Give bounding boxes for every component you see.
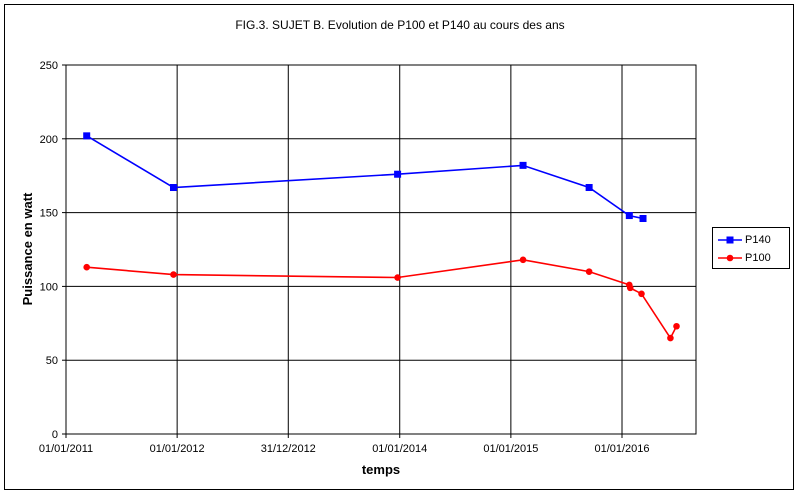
x-tick-label: 01/01/2012	[150, 443, 205, 455]
data-point-p100	[519, 256, 527, 264]
chart-title: FIG.3. SUJET B. Evolution de P100 et P14…	[235, 18, 564, 32]
x-axis-label: temps	[362, 462, 400, 477]
y-tick-label: 200	[40, 134, 58, 146]
data-point-p140	[519, 161, 527, 169]
y-tick-label: 0	[52, 429, 58, 441]
data-point-p140	[639, 215, 647, 223]
legend-label: P100	[745, 252, 771, 264]
axes: 0 50 100 150 200 250 01/01/2011 01/01/2012 31/12…	[39, 60, 650, 455]
plot-area	[65, 64, 697, 435]
x-tick-label: 01/01/2016	[594, 443, 649, 455]
data-point-p140	[394, 170, 402, 178]
legend-swatch-marker	[726, 254, 734, 262]
data-point-p100	[170, 271, 177, 278]
data-point-p100	[667, 334, 674, 342]
gridlines	[65, 64, 696, 435]
data-point-p100	[83, 263, 91, 271]
x-tick-label: 01/01/2011	[39, 443, 93, 455]
series-line-p100	[86, 258, 678, 340]
data-point-p100	[673, 322, 680, 330]
x-tick-label: 31/12/2012	[261, 443, 316, 455]
data-point-p140	[585, 184, 593, 192]
series-layer	[83, 132, 680, 342]
data-point-p140	[83, 132, 91, 140]
legend-swatch	[718, 254, 742, 262]
legend-swatch-marker	[726, 236, 734, 244]
data-point-p100	[626, 284, 634, 292]
data-point-p140	[625, 212, 633, 220]
y-tick-label: 100	[40, 281, 58, 293]
data-point-p100	[638, 290, 645, 298]
y-tick-label: 50	[46, 355, 58, 367]
legend-item-p100: P100	[713, 251, 789, 267]
x-tick-label: 01/01/2015	[483, 443, 538, 455]
data-point-p100	[394, 274, 401, 281]
y-axis-label: Puissance en watt	[20, 192, 35, 305]
legend-item-p140: P140	[713, 233, 789, 249]
y-tick-label: 150	[40, 208, 58, 220]
data-point-p100	[585, 268, 593, 275]
legend-label: P140	[745, 234, 771, 246]
y-tick-label: 250	[40, 60, 58, 72]
legend: P140 P100	[712, 227, 790, 269]
data-point-p140	[169, 184, 177, 192]
legend-swatch	[718, 236, 742, 244]
x-tick-label: 01/01/2014	[372, 443, 427, 455]
